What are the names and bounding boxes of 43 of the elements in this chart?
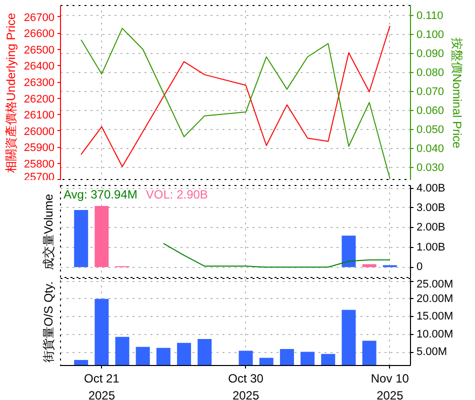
y-tick-label: 25900 — [24, 142, 55, 154]
y-tick-label: 26700 — [24, 12, 55, 24]
y-tick-label: 4.00B — [416, 182, 446, 194]
y2-tick-label: 0.090 — [416, 48, 444, 60]
y2-tick-label: 0.100 — [416, 29, 444, 42]
y-tick-label: 3.00B — [416, 202, 446, 214]
y-tick-label: 26600 — [24, 28, 55, 40]
bar — [94, 206, 109, 268]
y2-tick-label: 0.110 — [416, 10, 444, 22]
y-tick-label: 26000 — [24, 126, 55, 138]
annotation: Avg: 370.94M — [64, 188, 138, 202]
y-tick-label: 25800 — [24, 158, 55, 170]
y-tick-label: 26200 — [24, 93, 55, 106]
x-tick-label: Oct 21 2025 — [84, 372, 120, 400]
x-tick-label: Nov 10 2025 — [370, 372, 410, 400]
y-tick-label: 26300 — [24, 77, 55, 90]
x-tick-label: Oct 30 2025 — [228, 372, 264, 400]
y2-axis-title: 按盤價Nominal Price — [450, 38, 464, 149]
y2-tick-label: 0.030 — [416, 162, 444, 174]
y2-tick-label: 0.040 — [416, 143, 444, 156]
y2-tick-label: 0.080 — [416, 67, 444, 80]
y-tick-label: 2.00B — [416, 222, 446, 234]
bar — [342, 236, 356, 268]
y2-tick-label: 0.070 — [416, 86, 444, 98]
bar — [362, 264, 376, 268]
y2-tick-label: 0.060 — [416, 105, 444, 118]
bar — [74, 210, 88, 268]
y-axis-title: 相關資產價格Underlying Price — [4, 12, 18, 174]
y-tick-label: 26500 — [24, 44, 55, 56]
y-tick-label: 5.00M — [416, 346, 448, 358]
y2-tick-label: 0.050 — [416, 124, 444, 136]
y-tick-label: 20.00M — [416, 292, 454, 305]
y-tick-label: 1.00B — [416, 241, 446, 254]
y-axis-title: 街貨量O/S Qty. — [42, 281, 56, 363]
y-tick-label: 15.00M — [416, 310, 454, 323]
y-axis-title: 成交量Volume — [42, 194, 56, 270]
y-tick-label: 25.00M — [416, 278, 454, 290]
line-series — [162, 242, 390, 268]
y-tick-label: 26100 — [24, 110, 55, 122]
y-tick-label: 26400 — [24, 60, 55, 73]
y-tick-label: 0 — [416, 261, 423, 274]
annotation: VOL: 2.90B — [146, 188, 208, 202]
y-tick-label: 10.00M — [416, 328, 454, 340]
